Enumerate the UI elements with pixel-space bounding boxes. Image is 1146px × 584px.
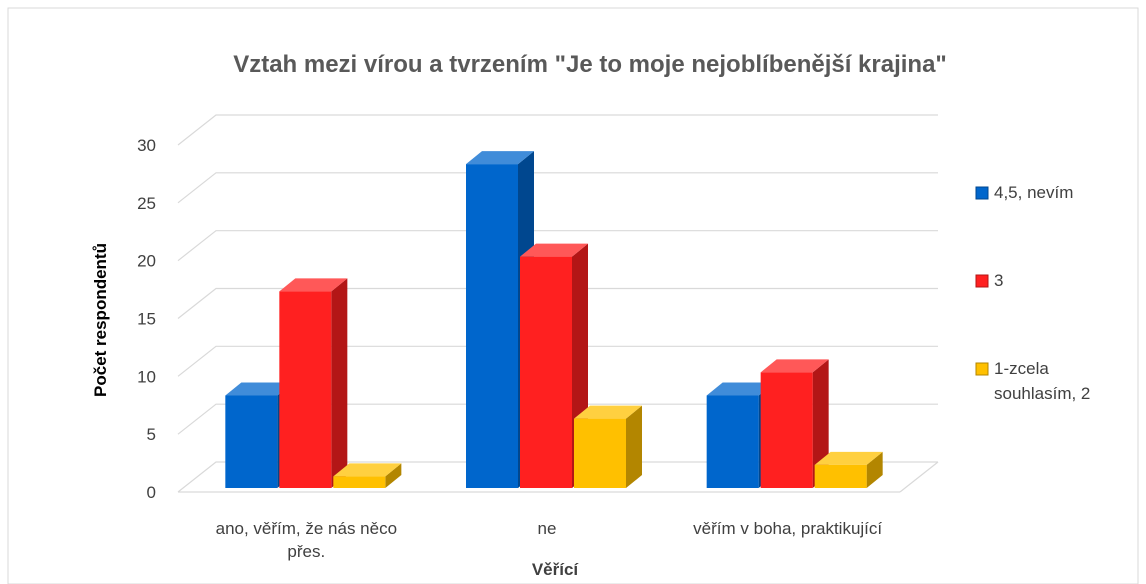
bar xyxy=(814,451,883,488)
bar-face xyxy=(333,476,386,488)
legend-label: 1-zcela souhlasím, 2 xyxy=(994,359,1091,403)
legend-swatch xyxy=(975,362,989,376)
bar-face xyxy=(706,382,775,396)
legend-swatch xyxy=(975,274,989,288)
bar-face xyxy=(333,463,402,477)
bar-face xyxy=(279,291,332,488)
legend-swatch xyxy=(975,186,989,200)
grid-line xyxy=(177,287,938,319)
y-tick-label: 30 xyxy=(137,136,156,155)
bar xyxy=(574,405,642,488)
bar-face xyxy=(385,463,402,488)
bar-face xyxy=(812,359,829,488)
bar-face xyxy=(225,395,278,488)
bar-face xyxy=(706,395,759,488)
x-axis-title: Věřící xyxy=(532,560,580,579)
bar-face xyxy=(760,359,829,373)
bar xyxy=(760,359,829,488)
bar-face xyxy=(574,405,642,419)
bar-face xyxy=(574,418,626,488)
y-axis-title: Počet respondentů xyxy=(91,243,110,397)
bar-face xyxy=(279,278,348,292)
grid-line xyxy=(177,230,938,262)
bar-face xyxy=(466,151,534,165)
chart-title: Vztah mezi vírou a tvrzením "Je to moje … xyxy=(233,51,947,78)
grid-line xyxy=(177,345,938,377)
bar-face xyxy=(466,164,518,488)
grid-line xyxy=(177,114,938,146)
bar-face xyxy=(814,464,867,488)
bar-face xyxy=(225,382,294,396)
legend-label: 4,5, nevím xyxy=(994,183,1074,202)
bar-face xyxy=(520,243,588,257)
y-tick-label: 15 xyxy=(137,310,156,329)
bar xyxy=(279,278,348,488)
bar-face xyxy=(814,451,883,465)
x-tick-label: ne xyxy=(537,519,557,538)
grid-line xyxy=(177,461,938,493)
legend-label: 3 xyxy=(994,271,1004,290)
y-tick-label: 5 xyxy=(147,425,156,444)
y-tick-label: 10 xyxy=(137,367,156,386)
bar xyxy=(333,463,402,488)
grid-line xyxy=(177,403,938,435)
bar-face xyxy=(520,256,572,488)
bar-face xyxy=(866,451,883,488)
grid-line xyxy=(177,172,938,204)
bar-face xyxy=(331,278,348,488)
y-tick-label: 0 xyxy=(147,483,156,502)
y-tick-label: 20 xyxy=(137,252,156,271)
floor-right xyxy=(899,461,939,493)
x-tick-label: ano, věřím, že nás něco přes. xyxy=(215,519,398,561)
x-tick-label: věřím v boha, praktikující xyxy=(693,519,883,538)
bar-face xyxy=(626,405,642,488)
bar-face xyxy=(760,372,813,488)
y-tick-label: 25 xyxy=(137,194,156,213)
